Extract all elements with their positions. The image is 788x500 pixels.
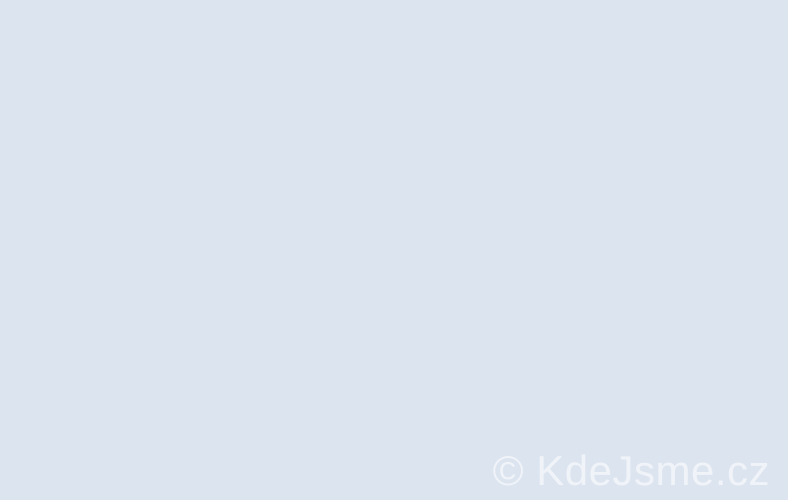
watermark-label: © KdeJsme.cz	[492, 447, 770, 494]
